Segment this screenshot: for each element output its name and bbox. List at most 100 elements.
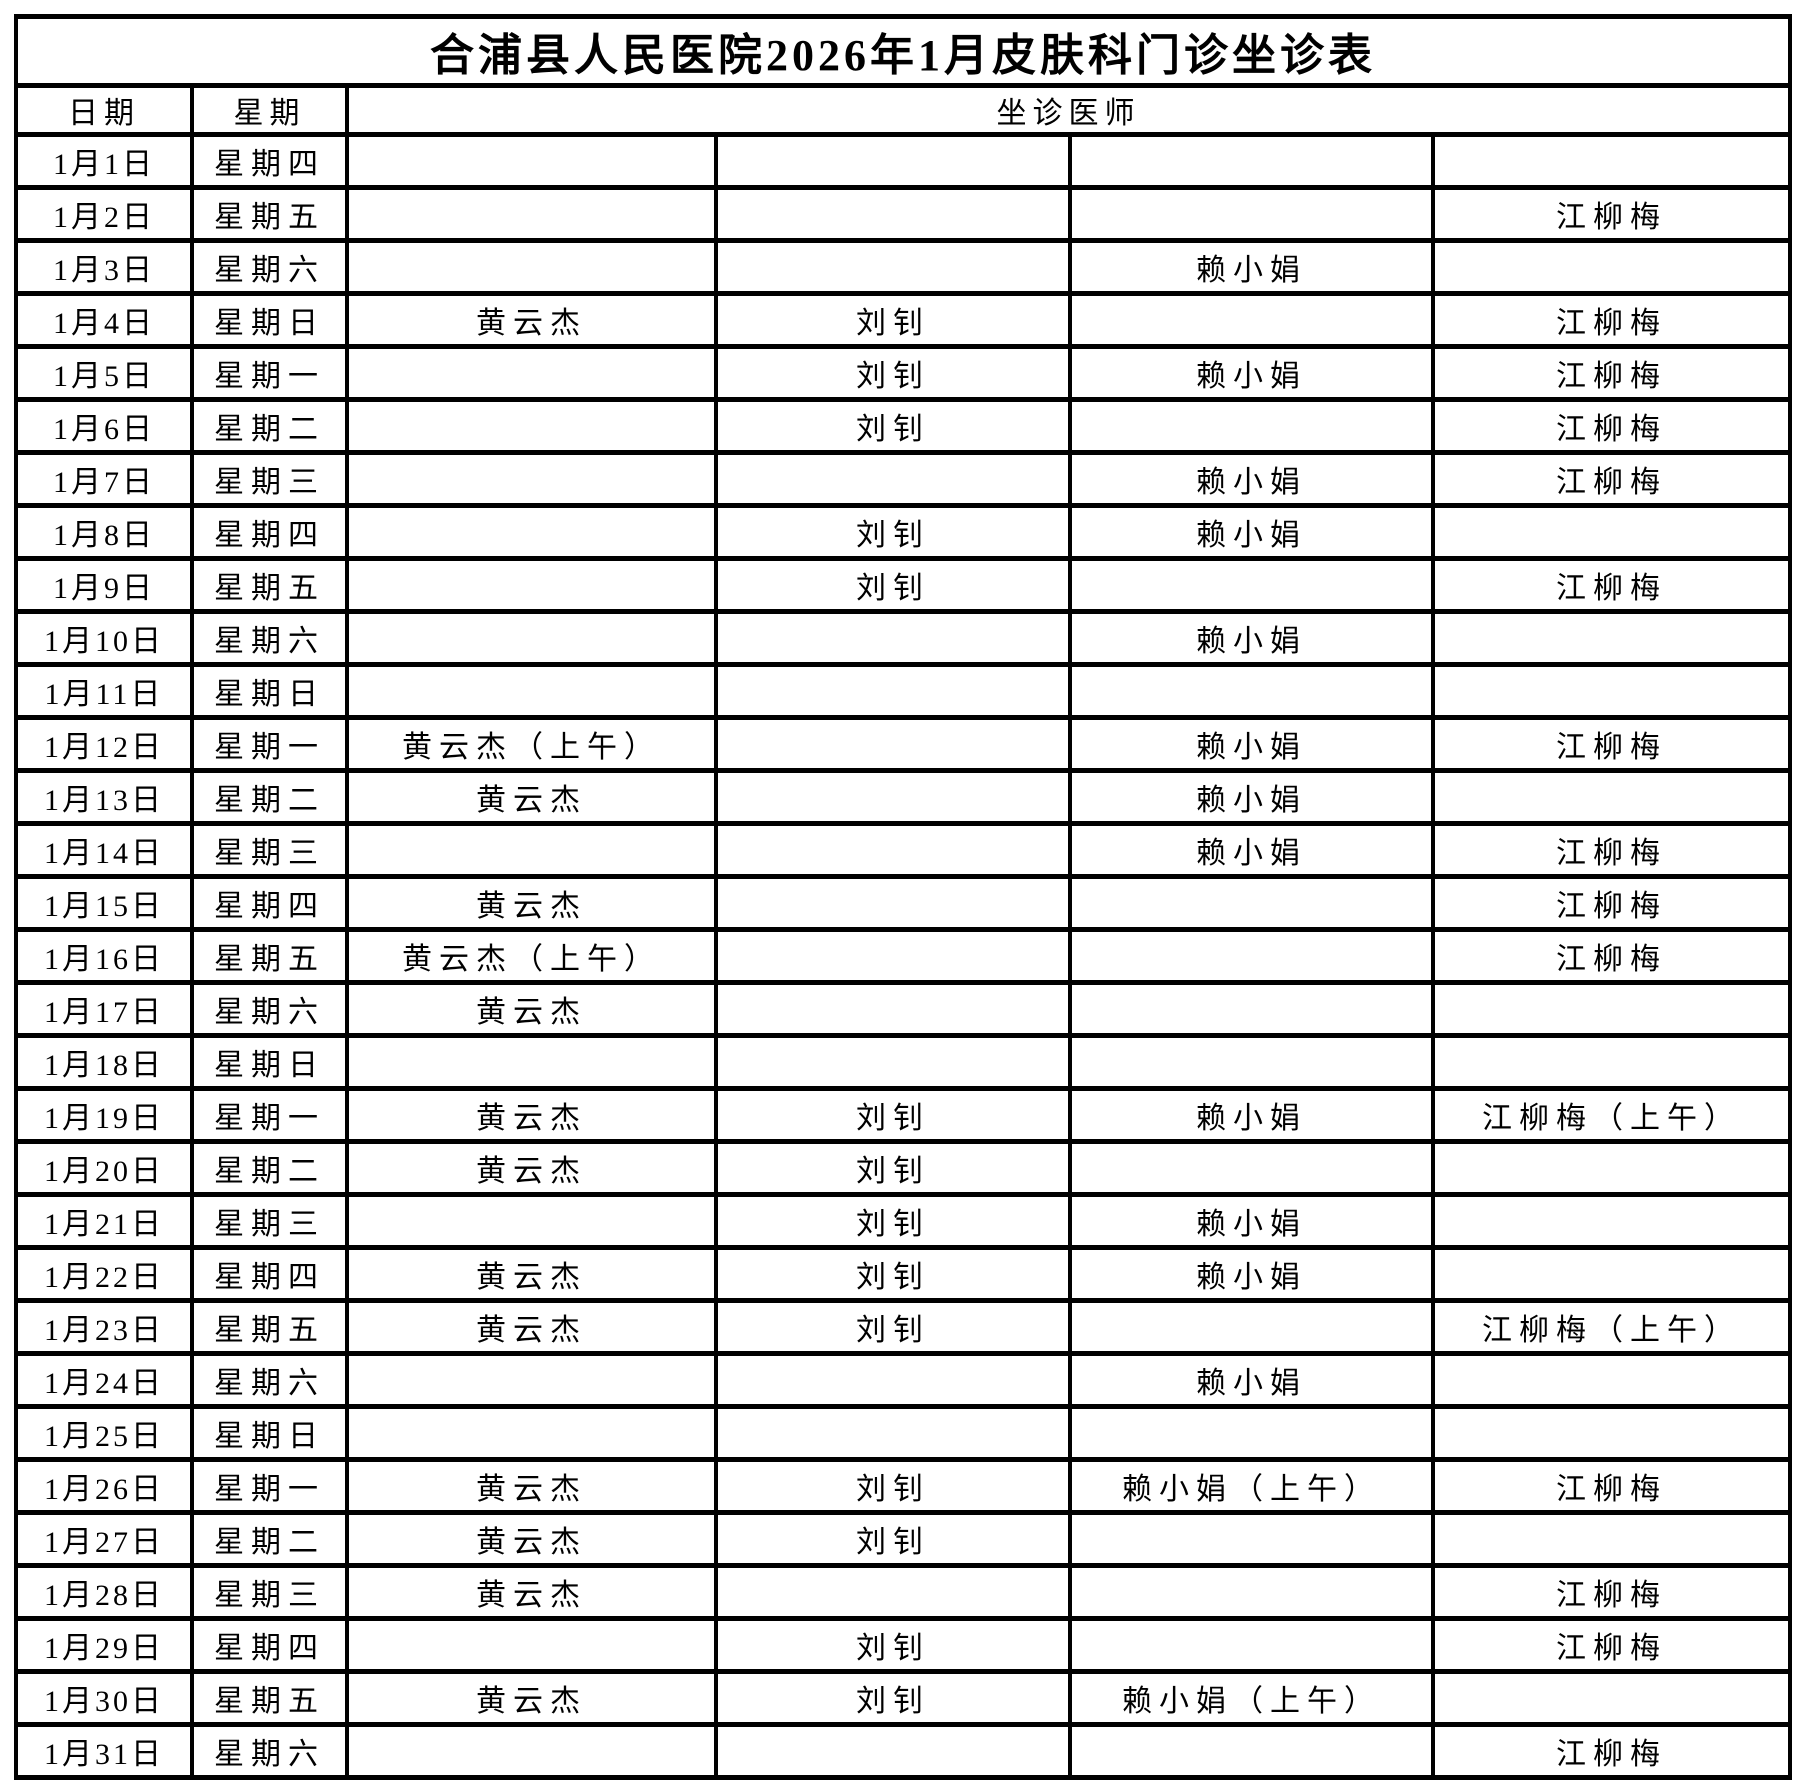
doctor2-cell	[714, 821, 1072, 879]
date-cell: 1月23日	[14, 1298, 194, 1356]
schedule-row: 1月26日 星期一 黄云杰 刘钊 赖小娟（上午） 江柳梅	[14, 1457, 1793, 1515]
date-cell: 1月15日	[14, 874, 194, 932]
schedule-row: 1月1日 星期四	[14, 132, 1793, 190]
weekday-cell: 星期二	[190, 1139, 349, 1197]
doctor1-cell	[345, 344, 718, 402]
doctor1-cell	[345, 1404, 718, 1462]
doctor2-cell	[714, 132, 1072, 190]
date-cell: 1月1日	[14, 132, 194, 190]
weekday-cell: 星期六	[190, 980, 349, 1038]
doctor1-cell	[345, 1722, 718, 1780]
doctor4-cell: 江柳梅	[1430, 556, 1793, 614]
doctor3-cell	[1068, 662, 1435, 720]
date-cell: 1月20日	[14, 1139, 194, 1197]
weekday-cell: 星期五	[190, 1298, 349, 1356]
weekday-cell: 星期四	[190, 132, 349, 190]
weekday-cell: 星期六	[190, 1351, 349, 1409]
schedule-row: 1月7日 星期三 赖小娟 江柳梅	[14, 450, 1793, 508]
schedule-row: 1月8日 星期四 刘钊 赖小娟	[14, 503, 1793, 561]
date-cell: 1月19日	[14, 1086, 194, 1144]
weekday-cell: 星期六	[190, 609, 349, 667]
schedule-row: 1月29日 星期四 刘钊 江柳梅	[14, 1616, 1793, 1674]
schedule-row: 1月9日 星期五 刘钊 江柳梅	[14, 556, 1793, 614]
doctor3-cell	[1068, 397, 1435, 455]
schedule-row: 1月18日 星期日	[14, 1033, 1793, 1091]
doctor2-cell	[714, 1404, 1072, 1462]
doctor4-cell	[1430, 1351, 1793, 1409]
weekday-cell: 星期六	[190, 1722, 349, 1780]
doctor3-cell: 赖小娟	[1068, 344, 1435, 402]
doctor1-cell: 黄云杰	[345, 980, 718, 1038]
doctor1-cell: 黄云杰	[345, 874, 718, 932]
schedule-row: 1月20日 星期二 黄云杰 刘钊	[14, 1139, 1793, 1197]
weekday-cell: 星期三	[190, 821, 349, 879]
schedule-row: 1月17日 星期六 黄云杰	[14, 980, 1793, 1038]
schedule-row: 1月15日 星期四 黄云杰 江柳梅	[14, 874, 1793, 932]
doctor1-cell: 黄云杰（上午）	[345, 927, 718, 985]
weekday-cell: 星期日	[190, 1033, 349, 1091]
schedule-table: 合浦县人民医院2026年1月皮肤科门诊坐诊表 日期 星期 坐诊医师 1月1日 星…	[13, 14, 1793, 1780]
weekday-cell: 星期一	[190, 1086, 349, 1144]
doctor1-cell: 黄云杰	[345, 1298, 718, 1356]
doctor1-cell	[345, 1033, 718, 1091]
doctor2-cell	[714, 1033, 1072, 1091]
doctor3-cell: 赖小娟	[1068, 715, 1435, 773]
schedule-row: 1月21日 星期三 刘钊 赖小娟	[14, 1192, 1793, 1250]
doctor1-cell	[345, 132, 718, 190]
doctor4-cell	[1430, 768, 1793, 826]
doctor2-cell	[714, 1563, 1072, 1621]
doctor1-cell: 黄云杰	[345, 291, 718, 349]
doctor4-cell	[1430, 662, 1793, 720]
doctor3-cell	[1068, 1298, 1435, 1356]
schedule-row: 1月10日 星期六 赖小娟	[14, 609, 1793, 667]
doctor2-cell: 刘钊	[714, 1616, 1072, 1674]
date-cell: 1月29日	[14, 1616, 194, 1674]
schedule-row: 1月6日 星期二 刘钊 江柳梅	[14, 397, 1793, 455]
doctor4-cell: 江柳梅	[1430, 185, 1793, 243]
doctor1-cell: 黄云杰	[345, 1457, 718, 1515]
doctor2-cell: 刘钊	[714, 1245, 1072, 1303]
doctor3-cell	[1068, 1616, 1435, 1674]
weekday-cell: 星期四	[190, 1616, 349, 1674]
doctor1-cell	[345, 609, 718, 667]
doctor1-cell: 黄云杰	[345, 1086, 718, 1144]
doctor1-cell	[345, 238, 718, 296]
date-cell: 1月21日	[14, 1192, 194, 1250]
schedule-row: 1月3日 星期六 赖小娟	[14, 238, 1793, 296]
doctor3-cell: 赖小娟	[1068, 1086, 1435, 1144]
weekday-cell: 星期四	[190, 503, 349, 561]
doctor4-cell	[1430, 132, 1793, 190]
doctor2-cell	[714, 768, 1072, 826]
doctor4-cell: 江柳梅	[1430, 450, 1793, 508]
doctor3-cell	[1068, 927, 1435, 985]
schedule-row: 1月11日 星期日	[14, 662, 1793, 720]
doctor2-cell	[714, 1722, 1072, 1780]
doctor2-cell: 刘钊	[714, 1457, 1072, 1515]
weekday-cell: 星期四	[190, 1245, 349, 1303]
doctor2-cell	[714, 715, 1072, 773]
doctor1-cell: 黄云杰	[345, 1669, 718, 1727]
doctor1-cell	[345, 503, 718, 561]
date-cell: 1月18日	[14, 1033, 194, 1091]
weekday-cell: 星期五	[190, 927, 349, 985]
doctor1-cell: 黄云杰（上午）	[345, 715, 718, 773]
date-cell: 1月5日	[14, 344, 194, 402]
column-header-date: 日期	[14, 83, 194, 137]
schedule-row: 1月30日 星期五 黄云杰 刘钊 赖小娟（上午）	[14, 1669, 1793, 1727]
schedule-row: 1月24日 星期六 赖小娟	[14, 1351, 1793, 1409]
schedule-row: 1月4日 星期日 黄云杰 刘钊 江柳梅	[14, 291, 1793, 349]
date-cell: 1月22日	[14, 1245, 194, 1303]
schedule-row: 1月14日 星期三 赖小娟 江柳梅	[14, 821, 1793, 879]
doctor3-cell	[1068, 980, 1435, 1038]
schedule-row: 1月19日 星期一 黄云杰 刘钊 赖小娟 江柳梅（上午）	[14, 1086, 1793, 1144]
schedule-row: 1月28日 星期三 黄云杰 江柳梅	[14, 1563, 1793, 1621]
schedule-row: 1月2日 星期五 江柳梅	[14, 185, 1793, 243]
doctor1-cell	[345, 397, 718, 455]
weekday-cell: 星期三	[190, 1563, 349, 1621]
doctor4-cell: 江柳梅	[1430, 1616, 1793, 1674]
weekday-cell: 星期三	[190, 450, 349, 508]
date-cell: 1月3日	[14, 238, 194, 296]
doctor3-cell	[1068, 185, 1435, 243]
doctor2-cell	[714, 450, 1072, 508]
date-cell: 1月25日	[14, 1404, 194, 1462]
